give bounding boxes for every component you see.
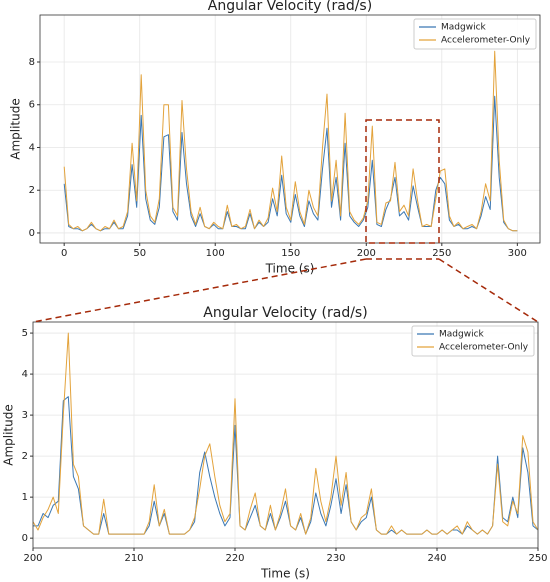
y-axis-label: Amplitude (2, 404, 16, 466)
zoom-connector (32, 258, 367, 323)
y-tick-label: 6 (29, 100, 35, 111)
legend-box (413, 18, 537, 50)
y-tick-label: 0 (22, 533, 28, 544)
x-axis-label: Time (s) (265, 262, 315, 276)
x-tick-label: 250 (528, 553, 547, 564)
x-tick-label: 50 (133, 248, 146, 259)
x-tick-label: 300 (508, 248, 527, 259)
data-line (33, 332, 538, 535)
plot-frame (39, 14, 541, 244)
zoom-annotation (32, 119, 539, 323)
plot-area (40, 15, 540, 243)
y-tick-label: 4 (29, 142, 35, 153)
y-tick-label: 8 (29, 57, 35, 68)
y-tick-label: 4 (22, 369, 28, 380)
legend-label: Madgwick (439, 330, 485, 340)
x-tick-label: 0 (61, 248, 67, 259)
x-tick-label: 230 (326, 553, 345, 564)
data-line (63, 95, 518, 232)
x-axis-label: Time (s) (260, 567, 310, 581)
y-tick-label: 2 (29, 185, 35, 196)
zoom-connector (438, 258, 539, 323)
y-tick-label: 0 (29, 228, 35, 239)
legend-label: Accelerometer-Only (441, 36, 531, 46)
x-tick-label: 150 (281, 248, 300, 259)
data-line (63, 50, 518, 232)
x-tick-label: 210 (124, 553, 143, 564)
x-tick-label: 220 (225, 553, 244, 564)
chart-title: Angular Velocity (rad/s) (208, 0, 372, 14)
y-tick-label: 3 (22, 410, 28, 421)
legend-label: Madgwick (441, 23, 487, 33)
legend-box (411, 325, 535, 357)
y-axis-label: Amplitude (9, 98, 23, 160)
x-tick-label: 100 (206, 248, 225, 259)
x-tick-label: 240 (427, 553, 446, 564)
y-tick-label: 5 (22, 328, 28, 339)
plot-lines (63, 50, 518, 232)
plot-area (33, 322, 538, 548)
plot-lines (33, 332, 538, 535)
plot-frame (32, 321, 539, 549)
legend-label: Accelerometer-Only (439, 343, 529, 353)
x-tick-label: 200 (23, 553, 42, 564)
chart-title: Angular Velocity (rad/s) (203, 305, 367, 321)
x-tick-label: 250 (432, 248, 451, 259)
y-tick-label: 2 (22, 451, 28, 462)
x-tick-label: 200 (357, 248, 376, 259)
zoom-box (365, 119, 440, 244)
y-tick-label: 1 (22, 492, 28, 503)
